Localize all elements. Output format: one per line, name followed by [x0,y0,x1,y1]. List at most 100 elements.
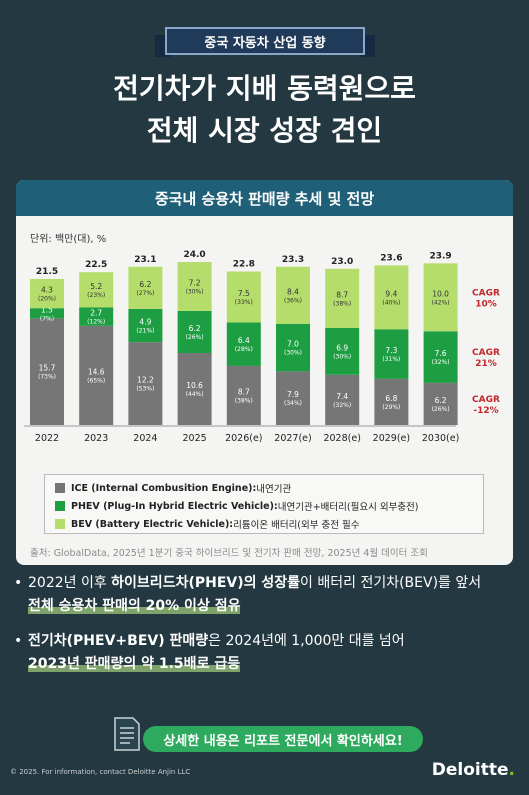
bullet2-text: 은 2024년에 1,000만 대를 넘어 [208,633,405,649]
legend-item-ice: ICE (Internal Combusition Engine): 내연기관 [55,481,291,495]
total-label-5: 23.3 [282,255,304,265]
pct-label-phev-0: (7%) [40,315,54,322]
pct-label-ice-3: (44%) [186,391,204,398]
pct-label-bev-4: (33%) [235,299,253,306]
unit-label: 단위: 백만(대), % [30,234,107,245]
bar-bev-4 [226,271,261,323]
bar-bev-0 [30,278,64,309]
chart-card: 중국내 승용차 판매량 추세 및 전망 단위: 백만(대), % 15.7 (73… [16,180,513,565]
pct-label-phev-7: (31%) [382,356,400,363]
cagr-value-1: 21% [475,359,497,369]
legend-phev-name: PHEV (Plug-In Hybrid Electric Vehicle): [71,500,278,512]
title-line-1: 전기차가 지배 동력원으로 [113,72,416,105]
document-icon [114,717,140,751]
bar-ice-0 [30,318,64,425]
legend-item-phev: PHEV (Plug-In Hybrid Electric Vehicle): … [55,499,419,513]
value-label-phev-1: 2.7 [90,309,102,318]
logo-dot: . [508,760,515,780]
pct-label-bev-6: (38%) [333,300,351,307]
cagr-value-0: 10% [475,299,497,309]
legend-swatch-ice [55,483,65,493]
bar-bev-2 [128,266,163,309]
bar-phev-8 [423,331,458,383]
pct-label-ice-1: (65%) [87,377,105,384]
pct-label-phev-3: (26%) [186,334,204,341]
bar-phev-0 [30,308,64,319]
value-label-bev-7: 9.4 [385,289,397,298]
pct-label-ice-5: (34%) [284,400,302,407]
value-label-bev-0: 4.3 [41,286,53,295]
bar-ice-4 [226,365,261,425]
legend-ice-name: ICE (Internal Combusition Engine): [71,482,257,494]
pct-label-phev-5: (30%) [284,350,302,357]
bullet1-hl-a: 전체 승용차 판매의 [28,598,146,614]
value-label-phev-0: 1.5 [41,305,53,314]
value-label-phev-2: 4.9 [139,318,151,327]
x-tick-label-4: 2026(e) [225,433,262,444]
pct-label-phev-2: (21%) [136,328,154,335]
value-label-ice-2: 12.2 [137,376,154,385]
deloitte-logo: Deloitte. [432,760,515,780]
bar-bev-8 [423,263,458,332]
value-label-phev-7: 7.3 [385,346,397,355]
bullet2-hl-a: 2023년 판매량의 약 [28,656,159,672]
value-label-bev-2: 6.2 [139,280,151,289]
cagr-title-1: CAGR [472,348,500,358]
pct-label-phev-6: (30%) [333,353,351,360]
x-tick-label-2: 2024 [133,433,157,444]
bar-ice-3 [177,353,212,425]
bar-phev-3 [177,310,212,354]
x-tick-label-3: 2025 [183,433,207,444]
pct-label-phev-8: (32%) [432,359,450,366]
bullet1-emphasis: 하이브리드차(PHEV)의 성장률 [111,575,301,591]
total-label-3: 24.0 [183,250,205,260]
legend-bev-name: BEV (Battery Electric Vehicle): [71,518,234,530]
bar-phev-7 [374,329,409,379]
value-label-bev-3: 7.2 [189,278,201,287]
source-note: 출처: GlobalData, 2025년 1분기 중국 하이브리드 및 전기차… [30,548,428,559]
bar-phev-2 [128,308,163,343]
pct-label-bev-0: (20%) [38,296,56,303]
bullet1-hl-b: 이상 점유 [179,598,241,614]
bar-ice-2 [128,342,163,425]
value-label-ice-5: 7.9 [287,390,299,399]
x-tick-label-0: 2022 [35,433,59,444]
pct-label-ice-0: (73%) [38,374,56,381]
pct-label-bev-7: (40%) [382,299,400,306]
bar-ice-7 [374,378,409,425]
total-label-2: 23.1 [134,255,156,265]
chart-title: 중국내 승용차 판매량 추세 및 전망 [16,180,513,216]
copyright-footer: © 2025. For information, contact Deloitt… [10,768,191,776]
x-tick-label-8: 2030(e) [422,433,459,444]
read-full-report-button[interactable]: 상세한 내용은 리포트 전문에서 확인하세요! [143,726,423,752]
value-label-phev-5: 7.0 [287,340,299,349]
bar-bev-7 [374,265,409,330]
legend-bev-desc: 리튬이온 배터리(외부 충전 필수 [233,520,360,531]
legend-item-bev: BEV (Battery Electric Vehicle): 리튬이온 배터리… [55,517,360,531]
value-label-ice-3: 10.6 [186,381,203,390]
value-label-ice-0: 15.7 [39,364,56,373]
bar-ice-6 [325,374,360,425]
legend-phev-desc: 내연기관+배터리(필요시 외부충전) [277,502,419,513]
bullet-ev-sales: 전기차(PHEV+BEV) 판매량은 2024년에 1,000만 대를 넘어 2… [14,630,514,676]
bullet2-highlight: 2023년 판매량의 약 1.5배로 급등 [28,656,241,672]
bullet2-emphasis: 전기차(PHEV+BEV) 판매량 [28,633,209,649]
value-label-ice-7: 6.8 [385,394,397,403]
stacked-bar-chart: 15.7(73%) 1.5(7%) 4.3(20%) 21.5 2022 14.6(65%… [24,250,500,444]
legend-swatch-bev [55,519,65,529]
bullet-phev-growth: 2022년 이후 하이브리드차(PHEV)의 성장률이 배터리 전기차(BEV)… [14,572,514,618]
bar-bev-3 [177,262,212,311]
logo-text: Deloitte [431,760,509,780]
title-line-2: 전체 시장 성장 견인 [146,114,383,147]
pct-label-ice-2: (53%) [136,386,154,393]
x-tick-label-5: 2027(e) [274,433,311,444]
bar-phev-1 [79,307,114,326]
bar-phev-5 [276,323,310,372]
legend-swatch-phev [55,501,65,511]
bullet1-hl-em: 20% [145,598,180,614]
total-label-4: 22.8 [233,260,255,270]
value-label-phev-3: 6.2 [189,324,201,333]
cagr-value-2: -12% [473,406,498,416]
value-label-ice-8: 6.2 [435,396,447,405]
bullet2-hl-b: 로 급등 [196,656,241,672]
